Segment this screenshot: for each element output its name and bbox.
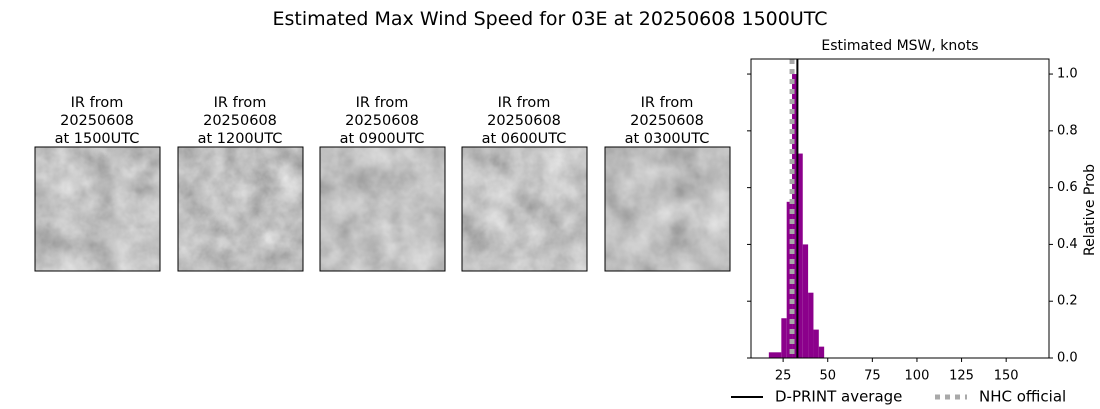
legend-label: D-PRINT average: [775, 388, 902, 406]
panel-label: IR from: [214, 95, 267, 111]
ir-image: [320, 147, 445, 271]
ir-image: [35, 147, 160, 271]
histogram-chart: Estimated MSW, knots Relative Prob 25 50 7…: [731, 38, 1098, 406]
x-tick-label: 75: [864, 369, 881, 384]
y-tick-label: 1.0: [1057, 67, 1078, 82]
panel-label: 20250608: [345, 113, 419, 129]
histogram-bar: [792, 74, 798, 359]
panel-label: 20250608: [203, 113, 277, 129]
panel-label: 20250608: [60, 113, 134, 129]
panel-label: at 1200UTC: [198, 131, 283, 147]
image-frame: [177, 146, 304, 272]
panel-label: IR from: [71, 95, 124, 111]
histogram-bar: [781, 318, 787, 358]
x-tick-label: 100: [905, 369, 930, 384]
image-frame: [461, 146, 588, 272]
panel-label: 20250608: [487, 113, 561, 129]
panel-label: at 0600UTC: [482, 131, 567, 147]
histogram-bar: [818, 346, 825, 358]
panel-label: IR from: [641, 95, 694, 111]
image-frame: [604, 146, 731, 272]
ir-image: [462, 147, 587, 271]
panel-label: at 1500UTC: [55, 131, 140, 147]
image-panels: IR from 20250608 at 1500UTC IR from 20250608…: [34, 95, 731, 272]
panel-label: 20250608: [630, 113, 704, 129]
y-axis-label: Relative Prob: [1082, 164, 1098, 256]
panel-label: at 0300UTC: [625, 131, 710, 147]
histogram-bar: [813, 329, 819, 358]
panel-label: IR from: [498, 95, 551, 111]
y-tick-label: 0.8: [1057, 123, 1078, 138]
x-tick-label: 125: [949, 369, 974, 384]
histogram-bar: [802, 244, 809, 358]
y-tick-label: 0.4: [1057, 237, 1078, 252]
x-tick-label: 150: [994, 369, 1019, 384]
image-frame: [319, 146, 446, 272]
ir-image: [605, 147, 730, 271]
ir-image: [178, 147, 303, 271]
figure-title: Estimated Max Wind Speed for 03E at 2025…: [272, 8, 827, 30]
x-tick-label: 25: [775, 369, 792, 384]
panel-label: IR from: [356, 95, 409, 111]
y-tick-label: 0.6: [1057, 180, 1078, 195]
y-tick-label: 0.0: [1057, 351, 1078, 366]
legend-label: NHC official: [979, 388, 1066, 406]
plot-frame: [750, 58, 1050, 359]
histogram-bar: [786, 201, 793, 358]
histogram-bar: [808, 292, 814, 358]
histogram-bar: [768, 352, 782, 358]
image-frame: [34, 146, 161, 272]
x-tick-label: 50: [819, 369, 836, 384]
y-tick-label: 0.2: [1057, 294, 1078, 309]
chart-title: Estimated MSW, knots: [821, 38, 978, 54]
panel-label: at 0900UTC: [340, 131, 425, 147]
histogram-bar: [797, 153, 803, 358]
